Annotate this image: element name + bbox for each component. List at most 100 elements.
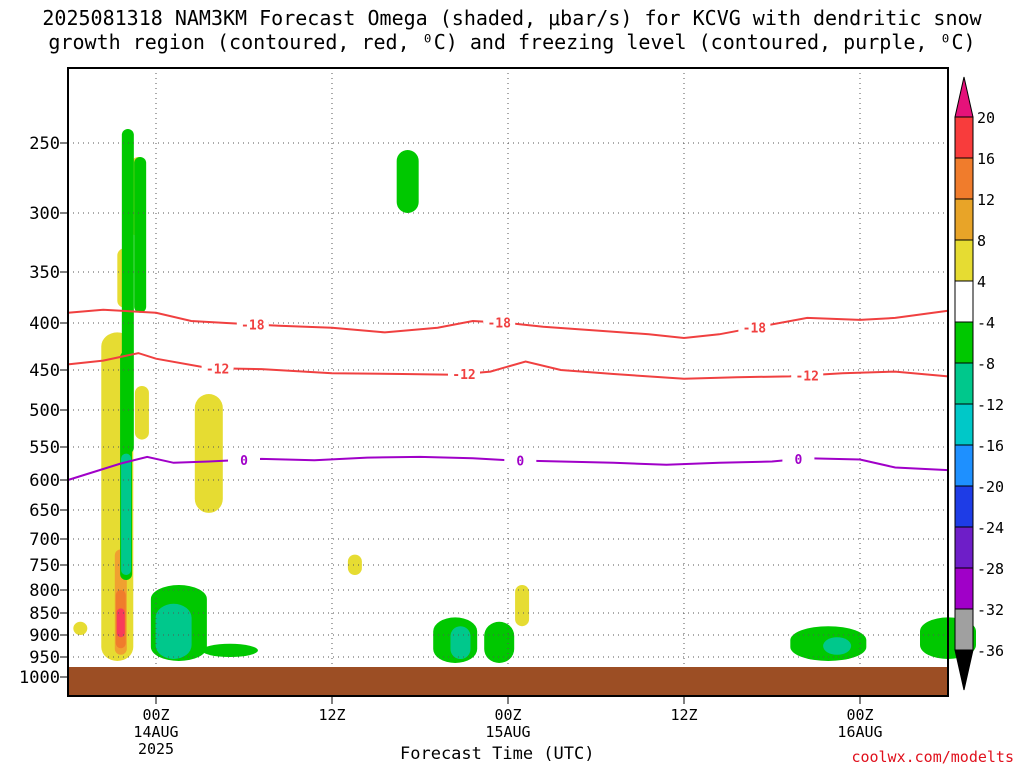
- colorbar-segment-2: [954, 198, 974, 241]
- x-tick-date-0: 14AUG: [133, 723, 178, 741]
- colorbar-segment-1: [954, 157, 974, 200]
- omega-region-6: [134, 386, 149, 440]
- contour-label-bg-0-1: [504, 453, 537, 468]
- colorbar-segment-8: [954, 444, 974, 487]
- omega-region-21: [484, 621, 515, 663]
- omega-region-7: [194, 394, 223, 513]
- omega-region-17: [201, 643, 258, 657]
- colorbar-label-5: -4: [977, 314, 995, 332]
- title-line-1: 2025081318 NAM3KM Forecast Omega (shaded…: [42, 6, 982, 30]
- omega-region-9: [515, 585, 530, 627]
- y-tick-label-600: 600: [29, 471, 60, 491]
- x-tick-label-3: 12Z: [670, 706, 697, 724]
- contour-label-bg--12-0: [201, 361, 234, 376]
- credit-link[interactable]: coolwx.com/modelts: [851, 748, 1014, 766]
- omega-region-16: [155, 603, 192, 659]
- colorbar-label-4: 4: [977, 273, 986, 291]
- y-tick-label-800: 800: [29, 581, 60, 601]
- y-tick-label-300: 300: [29, 204, 60, 224]
- x-tick-date-2: 15AUG: [485, 723, 530, 741]
- colorbar-label-0: 20: [977, 109, 995, 127]
- contour-label-bg-0-0: [228, 452, 260, 467]
- contour-label-0-0: 0: [240, 454, 248, 469]
- contour-label-bg--18-1: [483, 315, 516, 330]
- y-tick-label-1000: 1000: [19, 668, 60, 688]
- colorbar-label-11: -28: [977, 560, 1004, 578]
- omega-region-14: [121, 453, 132, 575]
- y-tick-label-750: 750: [29, 556, 60, 576]
- contour-line--12: [67, 352, 949, 380]
- temperature-contours-layer: -18 -18 -18 -12 -12 -12 0 0 0: [67, 308, 949, 481]
- colorbar-segment-4: [954, 280, 974, 323]
- colorbar-label-7: -12: [977, 396, 1004, 414]
- omega-region-8: [347, 554, 362, 575]
- colorbar-label-12: -32: [977, 601, 1004, 619]
- colorbar-label-10: -24: [977, 519, 1004, 537]
- x-tick-label-2: 00Z: [494, 706, 521, 724]
- below-ground-fill: [68, 667, 948, 696]
- colorbar-segment-10: [954, 526, 974, 569]
- colorbar-label-1: 16: [977, 150, 995, 168]
- y-tick-label-450: 450: [29, 361, 60, 381]
- y-tick-label-500: 500: [29, 401, 60, 421]
- omega-region-12: [134, 157, 147, 313]
- x-tick-label-1: 12Z: [318, 706, 345, 724]
- y-tick-label-650: 650: [29, 501, 60, 521]
- contour-label-0-2: 0: [794, 453, 802, 468]
- colorbar-segment-5: [954, 321, 974, 364]
- x-tick-label-0: 00Z: [142, 706, 169, 724]
- contour-label-bg--12-1: [448, 367, 480, 381]
- colorbar-label-13: -36: [977, 642, 1004, 660]
- colorbar-label-8: -16: [977, 437, 1004, 455]
- colorbar-top-arrow: [954, 76, 974, 118]
- contour-label--12-0: -12: [206, 362, 229, 377]
- colorbar-segment-3: [954, 239, 974, 282]
- y-tick-label-850: 850: [29, 604, 60, 624]
- y-tick-label-400: 400: [29, 314, 60, 334]
- colorbar-label-3: 8: [977, 232, 986, 250]
- omega-region-23: [823, 637, 852, 655]
- colorbar-segment-6: [954, 362, 974, 405]
- y-tick-label-250: 250: [29, 134, 60, 154]
- title-line-2: growth region (contoured, red, ⁰C) and f…: [48, 30, 976, 54]
- omega-shading-layer: [73, 129, 976, 663]
- omega-region-20: [450, 626, 471, 659]
- contour-label-bg--12-2: [791, 368, 824, 383]
- contour-label-bg--18-2: [738, 320, 771, 335]
- colorbar-segment-7: [954, 403, 974, 446]
- omega-region-18: [396, 150, 419, 213]
- x-tick-label-4: 00Z: [846, 706, 873, 724]
- colorbar-segment-0: [954, 116, 974, 159]
- contour-label--18-2: -18: [743, 322, 767, 337]
- omega-colorbar: 20 16 12 8 4 -4 -8 -12 -16 -20 -24 -28 -32 -36: [954, 76, 1004, 691]
- colorbar-label-2: 12: [977, 191, 995, 209]
- y-tick-label-700: 700: [29, 530, 60, 550]
- chart-title: 2025081318 NAM3KM Forecast Omega (shaded…: [0, 6, 1024, 54]
- contour-label-bg--18-0: [236, 317, 269, 332]
- contour-label-bg-0-2: [782, 452, 815, 467]
- contour-label--18-0: -18: [241, 318, 265, 333]
- below-ground-layer: [68, 667, 948, 696]
- contour-label--18-1: -18: [487, 316, 511, 331]
- colorbar-segment-11: [954, 567, 974, 610]
- y-tick-label-900: 900: [29, 626, 60, 646]
- colorbar-bottom-arrow: [954, 649, 974, 691]
- y-tick-label-950: 950: [29, 648, 60, 668]
- contour-label--12-2: -12: [795, 369, 818, 384]
- colorbar-label-6: -8: [977, 355, 995, 373]
- x-tick-year-0: 2025: [138, 740, 174, 758]
- colorbar-segment-9: [954, 485, 974, 528]
- x-tick-date-4: 16AUG: [837, 723, 882, 741]
- x-axis-label: Forecast Time (UTC): [400, 744, 595, 764]
- contour-label-0-1: 0: [516, 455, 524, 470]
- omega-region-3: [116, 608, 125, 638]
- contour-label--12-1: -12: [452, 368, 475, 383]
- pressure-axis: 2503003504004505005506006507007508008509…: [19, 134, 68, 688]
- colorbar-segment-12: [954, 608, 974, 651]
- omega-region-10: [73, 621, 88, 635]
- colorbar-label-9: -20: [977, 478, 1004, 496]
- y-tick-label-550: 550: [29, 438, 60, 458]
- y-tick-label-350: 350: [29, 263, 60, 283]
